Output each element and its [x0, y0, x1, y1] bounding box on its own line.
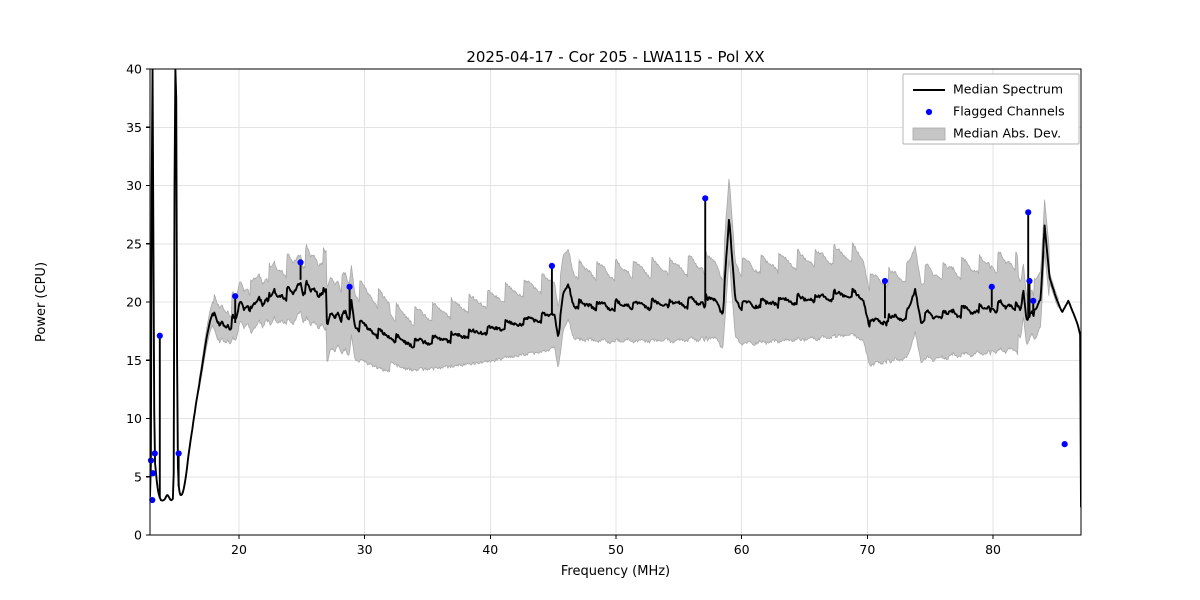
- svg-text:50: 50: [608, 542, 624, 557]
- flagged-channel-point: [297, 259, 304, 266]
- axis-ticks: [146, 68, 994, 539]
- svg-text:20: 20: [231, 542, 247, 557]
- legend-label: Median Spectrum: [953, 82, 1063, 97]
- svg-text:15: 15: [126, 353, 142, 368]
- svg-text:0: 0: [134, 528, 142, 543]
- median-spectrum-line: [150, 69, 1081, 508]
- svg-text:25: 25: [126, 236, 142, 251]
- flagged-channel-point: [149, 470, 156, 477]
- flagged-channel-point: [702, 195, 709, 202]
- svg-text:70: 70: [859, 542, 875, 557]
- chart-title: 2025-04-17 - Cor 205 - LWA115 - Pol XX: [466, 48, 764, 66]
- flagged-channel-point: [881, 277, 889, 285]
- flagged-channel-point: [548, 262, 556, 269]
- legend-swatch-flagged-channels: [925, 108, 933, 116]
- legend-swatch-median-abs-dev: [912, 127, 946, 141]
- svg-text:40: 40: [126, 62, 142, 77]
- flagged-channel-point: [1025, 209, 1032, 216]
- flagged-channel-point: [1026, 277, 1033, 285]
- svg-text:30: 30: [126, 178, 142, 193]
- svg-text:30: 30: [357, 542, 373, 557]
- svg-text:20: 20: [126, 295, 142, 310]
- x-axis-label: Frequency (MHz): [561, 564, 670, 579]
- legend-label: Median Abs. Dev.: [953, 126, 1061, 141]
- chart-legend: Median Spectrum Flagged Channels Median Ab…: [902, 73, 1080, 145]
- axis-tick-labels: 20 30 40 50 60 70 80 0 5 10 15 20 25 30 35 40: [126, 62, 1001, 558]
- flagged-channel-point: [175, 450, 182, 457]
- flagged-channel-point: [147, 457, 155, 464]
- svg-text:40: 40: [482, 542, 498, 557]
- svg-text:35: 35: [126, 120, 142, 135]
- svg-text:10: 10: [126, 411, 142, 426]
- flagged-channel-point: [151, 450, 158, 457]
- y-axis-label: Power (CPU): [34, 262, 49, 342]
- flagged-channel-point: [1030, 297, 1037, 304]
- flagged-channel-point: [346, 283, 353, 290]
- flagged-channel-point: [1061, 441, 1068, 448]
- svg-text:60: 60: [734, 542, 750, 557]
- svg-text:5: 5: [134, 469, 142, 484]
- legend-label: Flagged Channels: [953, 104, 1065, 119]
- flagged-channel-point: [232, 293, 239, 300]
- median-abs-dev-band: [198, 178, 1059, 391]
- flagged-channel-point: [988, 283, 995, 290]
- flagged-channels-markers: [147, 195, 1068, 504]
- svg-text:80: 80: [985, 542, 1001, 557]
- flagged-channel-point: [149, 496, 156, 504]
- flagged-channel-point: [156, 332, 163, 339]
